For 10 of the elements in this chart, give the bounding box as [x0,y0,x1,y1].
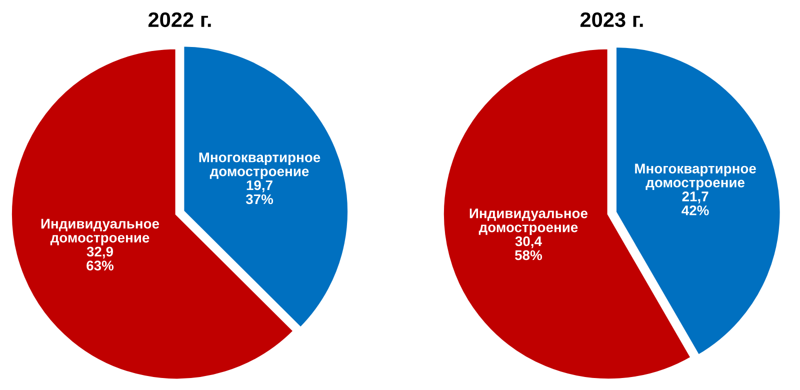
data-label: 21,7 42% [682,192,709,216]
data-label: 32,9 63% [86,246,114,270]
slice-label: Индивидуальное домостроение [41,218,160,246]
data-label: 19,7 37% [246,180,274,204]
chart-title: 2022 г. [148,12,211,28]
slice-label: Индивидуальное домостроение [470,208,588,235]
data-label: 30,4 58% [514,236,542,260]
chart-title: 2023 г. [580,12,643,28]
slice-label: Многоквартирное домостроение [199,152,320,179]
slice-label: Многоквартирное домостроение [635,164,756,190]
